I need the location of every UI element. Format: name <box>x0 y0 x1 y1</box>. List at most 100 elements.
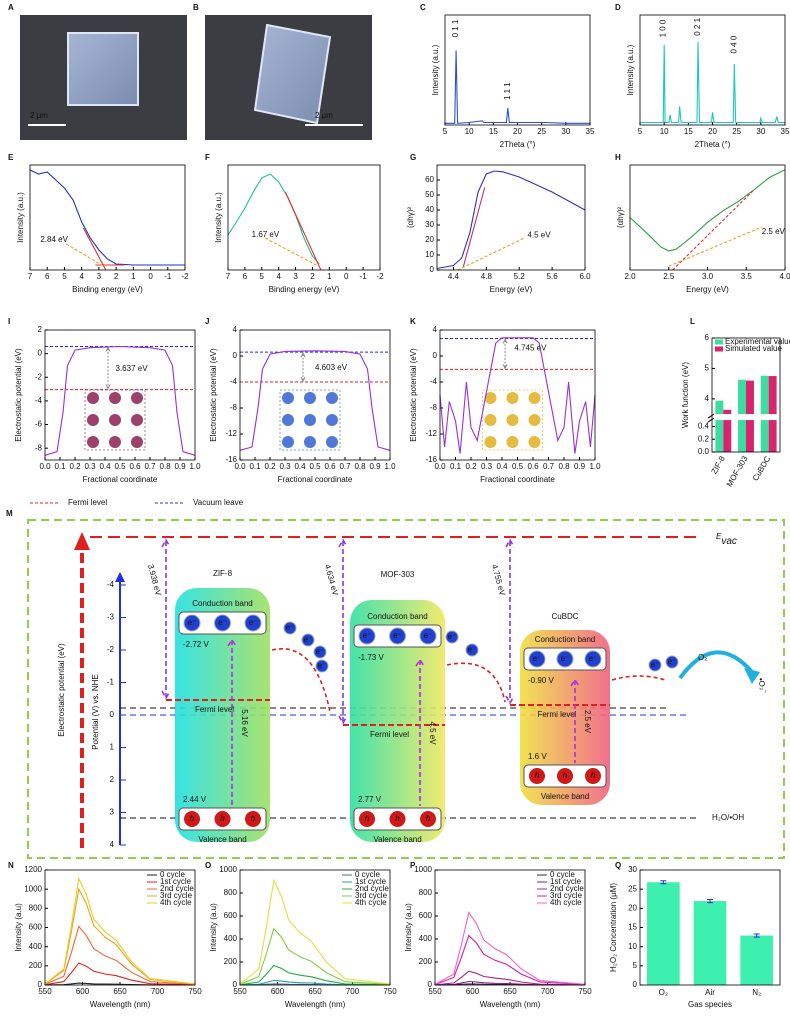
y-tick-label: 1200 <box>24 865 42 874</box>
inset-structure <box>326 392 338 404</box>
x-tick-label: 20 <box>708 127 717 136</box>
x-tick-label: 0.4 <box>294 462 306 471</box>
band-label: Conduction band <box>367 612 428 621</box>
y-tick-label: 20 <box>425 235 434 244</box>
x-tick-label: 650 <box>308 987 322 996</box>
x-tick-label: 0.4 <box>99 462 111 471</box>
material-name: ZIF-8 <box>213 569 233 578</box>
hole <box>557 768 573 784</box>
electron <box>315 659 329 673</box>
nhe-tick-label: 2 <box>110 775 115 784</box>
axis-title: Potential (V) vs. NHE <box>91 674 100 750</box>
y-tick-label: 400 <box>419 934 433 943</box>
y-tick-label: 0 <box>633 980 638 989</box>
hole-label: h <box>365 814 370 823</box>
nhe-tick-label: -3 <box>107 613 115 622</box>
panel-label: C <box>420 3 426 12</box>
plot-frame <box>711 337 781 453</box>
x-tick-label: -1 <box>164 272 172 281</box>
y-tick-label: 1000 <box>414 865 432 874</box>
legend-label: 4th cycle <box>550 898 582 907</box>
y-axis-title: (αhγ)² <box>616 207 625 228</box>
inset-structure <box>87 414 99 426</box>
hole-label: h <box>395 814 400 823</box>
hole <box>529 768 545 784</box>
inset-structure <box>87 436 99 448</box>
x-tick-label: 0.1 <box>249 462 261 471</box>
inset-structure <box>528 414 541 426</box>
legend-label: 0 cycle <box>355 870 380 879</box>
y-tick-label: 60 <box>425 175 434 184</box>
inset-structure <box>304 392 316 404</box>
y-tick-label: -2 <box>35 372 43 381</box>
x-tick-label: 4.4 <box>448 272 460 281</box>
y-tick-label: 0 <box>433 351 438 360</box>
x-tick-label: 550 <box>233 987 247 996</box>
x-tick-label: 25 <box>537 127 546 136</box>
y-tick-label: 4 <box>233 325 238 334</box>
x-tick-label: 0.1 <box>54 462 66 471</box>
x-axis-title: 2Theta (°) <box>695 140 731 149</box>
inset-structure <box>131 414 143 426</box>
band-gap-label: 5.16 eV <box>240 709 249 737</box>
x-tick-label: 2.5 <box>663 272 675 281</box>
inset-structure <box>528 436 541 448</box>
legend-label: 1st cycle <box>550 877 582 886</box>
y-tick-label: 0 <box>233 351 238 360</box>
x-tick-label: -1 <box>360 272 368 281</box>
x-tick-label: 0.2 <box>465 462 477 471</box>
x-tick-label: 750 <box>188 987 202 996</box>
band-gap-arrow <box>227 638 237 806</box>
y-axis-title: Intensity (a.u.) <box>431 44 440 95</box>
hole <box>214 811 231 827</box>
axis-title: Electrostatic potential (eV) <box>57 643 66 737</box>
inset-structure <box>109 436 121 448</box>
y-tick-label: 400 <box>29 942 43 951</box>
o2-label: O₂ <box>698 653 707 662</box>
y-axis-title: Intensity (a.u) <box>14 903 23 952</box>
nhe-tick-label: -2 <box>107 645 115 654</box>
y-tick-label: -4 <box>430 377 438 386</box>
x-tick-label: 4 <box>276 272 281 281</box>
electron <box>358 627 376 645</box>
annotation: 0 4 0 <box>729 35 738 53</box>
work-function-arrow <box>338 538 348 725</box>
legend-label: 1st cycle <box>355 877 387 886</box>
electron-label: e⁻ <box>363 631 372 640</box>
redox-label: H₂O/•OH <box>712 813 744 822</box>
hole-label: h <box>190 814 195 823</box>
x-tick-label: 10 <box>660 127 669 136</box>
plot-frame <box>239 329 391 461</box>
nhe-tick-label: 0 <box>110 710 115 719</box>
hole-label: h <box>535 771 540 780</box>
electron-label: e⁻ <box>468 645 477 654</box>
band-gap-arrow <box>415 658 425 806</box>
x-axis-title: Wavelength (nm) <box>480 1000 541 1009</box>
y-axis-title: H₂O₂ Concentration (μM) <box>609 883 618 972</box>
y-axis-title: Electrostatic potential (eV) <box>409 348 418 442</box>
series-line <box>436 170 586 270</box>
legend-label: 0 cycle <box>550 870 575 879</box>
x-tick-label: 10 <box>465 127 474 136</box>
y-tick-label: 0.4 <box>698 422 710 431</box>
electron <box>584 650 602 668</box>
series-line <box>445 50 590 124</box>
series-line <box>434 934 586 986</box>
bar <box>693 901 727 985</box>
nhe-tick-label: 3 <box>110 808 115 817</box>
y-tick-label: 25 <box>628 884 637 893</box>
x-tick-label: 0.9 <box>574 462 586 471</box>
y-tick-label: 30 <box>628 865 637 874</box>
x-axis-title: Binding energy (eV) <box>269 285 340 294</box>
evac-sub: vac <box>721 536 737 547</box>
y-axis-title: Electrostatic potential (eV) <box>209 348 218 442</box>
x-tick-label: 30 <box>756 127 765 136</box>
y-tick-label: 40 <box>425 205 434 214</box>
x-tick-label: 3.5 <box>741 272 753 281</box>
electron <box>183 614 201 632</box>
panel-label: L <box>690 317 695 326</box>
y-tick-label: 0 <box>38 349 43 358</box>
x-tick-label: 600 <box>466 987 480 996</box>
arrowhead <box>502 338 508 370</box>
